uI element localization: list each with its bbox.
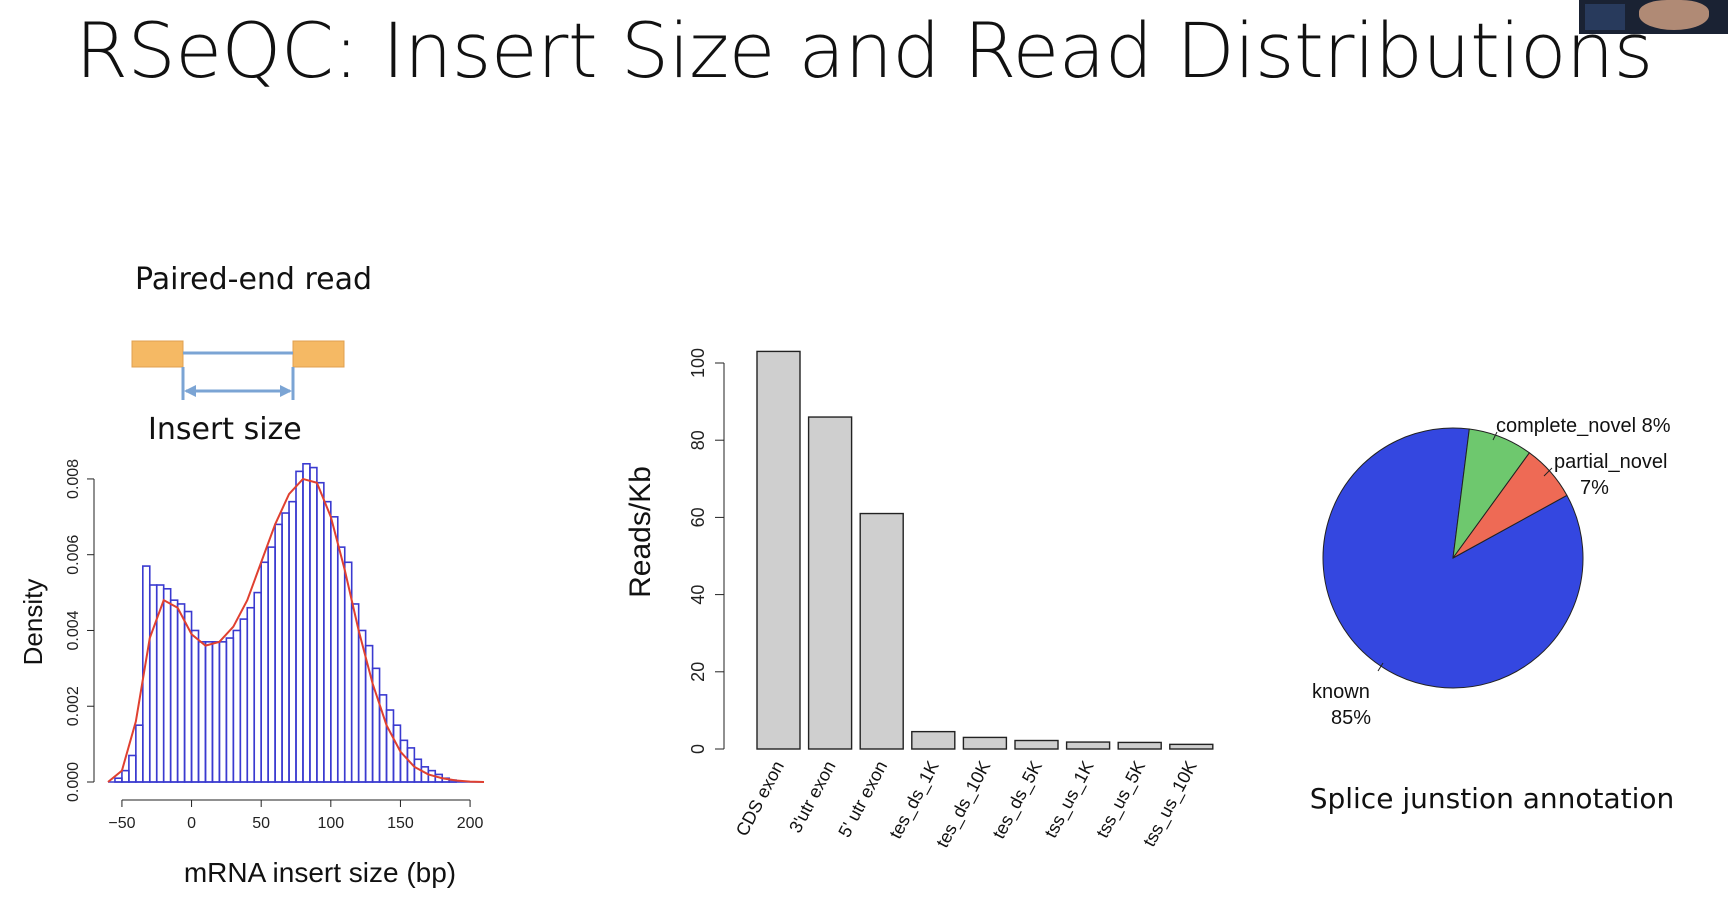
bar-tes-ds-5k bbox=[1014, 739, 1059, 750]
pie-pct-partial-novel: 7% bbox=[1580, 477, 1609, 499]
pie-label-known: known bbox=[1312, 681, 1370, 703]
pie-leader-known bbox=[1377, 662, 1384, 672]
density-curve bbox=[107, 477, 485, 783]
hist-x-axis-label: mRNA insert size (bp) bbox=[184, 857, 456, 888]
bar-y-tick-label: 40 bbox=[688, 585, 708, 605]
bar-y-tick-label: 80 bbox=[688, 430, 708, 450]
hist-y-tick-label: 0.000 bbox=[65, 762, 82, 802]
pie-title: Splice junstion annotation bbox=[1310, 782, 1675, 815]
hist-y-axis-label: Density bbox=[18, 579, 48, 666]
pie-leader-partial-novel bbox=[1543, 467, 1553, 477]
hist-x-tick-label: −50 bbox=[108, 815, 135, 832]
hist-y-tick-label: 0.006 bbox=[65, 535, 82, 575]
pie-label-complete-novel: complete_novel 8% bbox=[1496, 415, 1671, 437]
pie-leader-complete-novel bbox=[1492, 431, 1498, 441]
hist-y-tick-label: 0.004 bbox=[65, 610, 82, 650]
webcam-thumbnail bbox=[1579, 0, 1728, 34]
bar-y-tick-label: 20 bbox=[688, 662, 708, 682]
bar-3-utr-exon bbox=[807, 416, 853, 750]
pie-slice-partial-novel bbox=[1452, 452, 1568, 559]
bar-tes-ds-1k bbox=[911, 730, 956, 750]
insert-size-label: Insert size bbox=[148, 412, 302, 447]
bar-tss-us-1k bbox=[1065, 741, 1111, 750]
bar-tss-us-10k bbox=[1169, 743, 1214, 750]
bar-tes-ds-10k bbox=[962, 736, 1008, 750]
paired-end-read-label: Paired-end read bbox=[135, 262, 373, 297]
bar-tss-us-5k bbox=[1117, 741, 1162, 750]
hist-x-tick-label: 0 bbox=[187, 815, 196, 832]
bar-y-axis-label: Reads/Kb bbox=[624, 466, 657, 598]
hist-x-tick-label: 150 bbox=[387, 815, 414, 832]
hist-y-tick-label: 0.008 bbox=[65, 459, 82, 499]
hist-x-tick-label: 200 bbox=[457, 815, 484, 832]
bar-y-tick-label: 60 bbox=[688, 507, 708, 527]
bar-5-utr-exon bbox=[859, 512, 904, 750]
hist-y-tick-label: 0.002 bbox=[65, 686, 82, 726]
hist-x-tick-label: 100 bbox=[317, 815, 344, 832]
bar-y-tick-label: 0 bbox=[688, 744, 708, 754]
hist-x-tick-label: 50 bbox=[252, 815, 270, 832]
bar-cds-exon bbox=[756, 350, 801, 750]
bar-y-tick-label: 100 bbox=[688, 348, 708, 378]
pie-pct-known: 85% bbox=[1331, 707, 1371, 729]
slide-title: RSeQC: Insert Size and Read Distribution… bbox=[75, 6, 1653, 95]
pie-label-partial-novel: partial_novel bbox=[1554, 451, 1667, 473]
